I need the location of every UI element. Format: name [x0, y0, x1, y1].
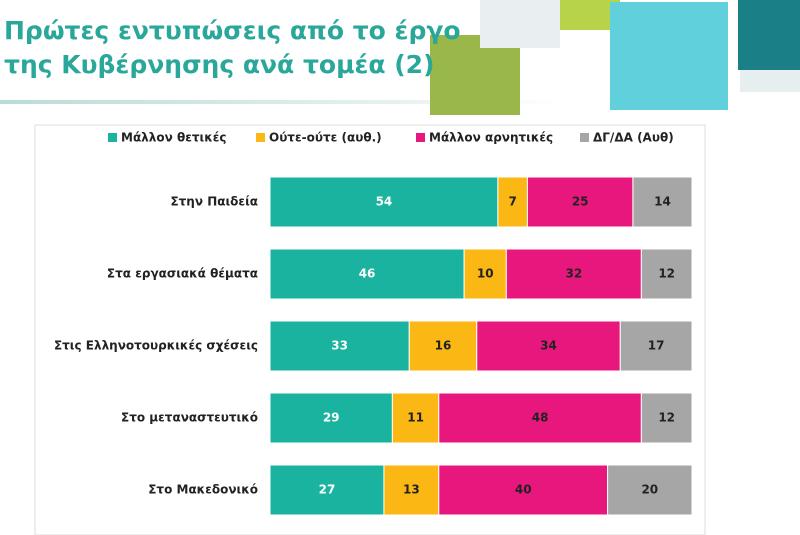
data-label: 32 [565, 267, 582, 281]
bar-segment [640, 392, 693, 444]
deco [738, 0, 800, 70]
data-label: 25 [572, 195, 589, 209]
bar-segment [607, 464, 693, 516]
bar-segment [269, 392, 393, 444]
data-label: 17 [648, 339, 665, 353]
bar-segment [408, 320, 478, 372]
legend-label: Μάλλον θετικές [121, 131, 227, 145]
legend-swatch [416, 133, 425, 142]
bar-segment [476, 320, 621, 372]
bar-segment [619, 320, 693, 372]
y-tick-label: Στο Μακεδονικό [148, 483, 258, 497]
data-label: 16 [435, 339, 452, 353]
bar-segment [640, 248, 693, 300]
y-tick-label: Στην Παιδεία [170, 195, 258, 209]
deco [480, 0, 560, 48]
deco [610, 2, 728, 110]
y-tick-label: Στα εργασιακά θέματα [107, 267, 258, 281]
data-label: 20 [641, 483, 658, 497]
data-label: 10 [477, 267, 494, 281]
data-label: 7 [508, 195, 516, 209]
legend-swatch [256, 133, 265, 142]
bar-segment [632, 176, 693, 228]
bar-segment [269, 248, 465, 300]
deco [430, 35, 520, 115]
data-label: 29 [323, 411, 340, 425]
y-tick-label: Στο μεταναστευτικό [121, 411, 258, 425]
data-label: 34 [540, 339, 557, 353]
bar-segment [269, 464, 385, 516]
y-tick-label: Στις Ελληνοτουρκικές σχέσεις [54, 339, 258, 353]
data-label: 54 [376, 195, 393, 209]
bar-segment [463, 248, 507, 300]
data-label: 48 [532, 411, 549, 425]
bar-segment [526, 176, 634, 228]
data-label: 40 [515, 483, 532, 497]
chart-title: Πρώτες εντυπώσεις από το έργο [4, 16, 461, 45]
data-label: 46 [359, 267, 376, 281]
chart-title: της Κυβέρνησης ανά τομέα (2) [4, 50, 435, 79]
legend-label: Ούτε-ούτε (αυθ.) [269, 131, 382, 145]
bar-segment [269, 320, 410, 372]
bar-segment [505, 248, 642, 300]
data-label: 27 [319, 483, 336, 497]
legend-label: Μάλλον αρνητικές [429, 131, 553, 145]
deco [740, 70, 800, 92]
data-label: 12 [658, 411, 675, 425]
data-label: 11 [407, 411, 424, 425]
data-label: 12 [658, 267, 675, 281]
data-label: 33 [331, 339, 348, 353]
data-label: 13 [403, 483, 420, 497]
header-rule [0, 100, 560, 104]
data-label: 14 [654, 195, 671, 209]
legend-label: ΔΓ/ΔΑ (Αυθ) [593, 131, 674, 145]
legend-swatch [108, 133, 117, 142]
legend-swatch [580, 133, 589, 142]
